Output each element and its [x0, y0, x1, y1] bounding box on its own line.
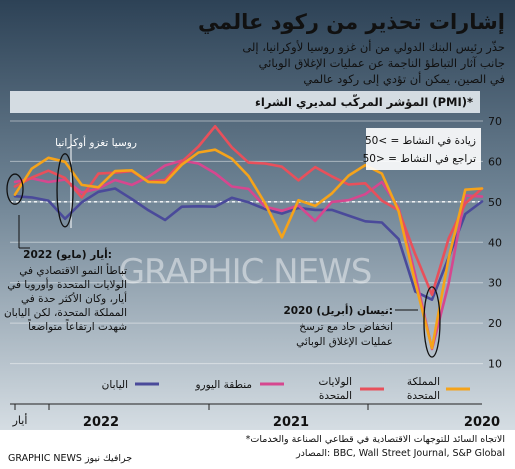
may2022-title: أيار (مايو) 2022: — [23, 247, 112, 261]
footnote: *الاتجاه السائد للتوجهات الاقتصادية في ق… — [246, 434, 505, 445]
y-tick-label-20: 20 — [488, 317, 502, 330]
legend-label-euro: منطقة اليورو — [194, 379, 252, 391]
apr2020-title: نيسان (أبريل) 2020: — [283, 303, 393, 317]
y-tick-label-50: 50 — [488, 196, 502, 209]
y-axis: 10 20 30 40 50 60 70 — [488, 115, 502, 371]
x-label-2021: 2021 — [273, 415, 309, 430]
series-line-3 — [13, 187, 484, 301]
y-tick-label-10: 10 — [488, 358, 502, 371]
y-tick-label-40: 40 — [488, 236, 502, 249]
watermark: GRAPHIC NEWS — [119, 252, 372, 292]
may2022-line-2: الولايات المتحدة وأوروبا في — [7, 277, 127, 291]
y-tick-label-30: 30 — [488, 277, 502, 290]
legend-box-line-1: 50< = زيادة في النشاط — [365, 135, 476, 147]
y-tick-label-70: 70 — [488, 115, 502, 128]
series-group — [13, 125, 484, 351]
intro-line-1: حذّر رئيس البنك الدولي من أن غزو روسيا ل… — [242, 39, 505, 55]
invasion-label: روسيا تغزو أوكرانيا — [55, 135, 137, 149]
may2022-line-5: شهدت ارتفاعاً متواضعاً — [28, 319, 127, 333]
highlight-apr2020 — [423, 286, 441, 358]
may2022-line-3: أيار، وكان الأكثر حدة في — [21, 291, 127, 305]
may2022-line-4: المملكة المتحدة، لكن اليابان — [4, 307, 127, 319]
x-label-may: أيار — [12, 413, 28, 427]
intro-line-3: في الصين، يمكن أن تؤدي إلى ركود عالمي — [303, 71, 505, 87]
legend-box-line-2: 50> = تراجع في النشاط — [363, 153, 476, 165]
intro-line-2: جانب آثار التباطؤ الناجمة عن عمليات الإغ… — [259, 56, 505, 71]
apr2020-line-1: انخفاض حاد مع ترسخ — [299, 321, 393, 333]
legend-box — [366, 128, 481, 170]
legend: المملكة المتحدة الولايات المتحدة منطقة ا… — [102, 376, 470, 402]
legend-label-us-2: المتحدة — [319, 390, 352, 402]
series-line-0 — [13, 148, 484, 350]
source: المصادر: BBC, Wall Street Journal, S&P G… — [295, 448, 505, 459]
background — [0, 0, 515, 430]
credit: GRAPHIC NEWS جرافيك نيوز — [8, 453, 132, 464]
apr2020-line-2: عمليات الإغلاق الوبائي — [296, 336, 393, 348]
y-tick-label-60: 60 — [488, 155, 502, 168]
highlight-may2022 — [6, 173, 24, 205]
page-title: إشارات تحذير من ركود عالمي — [198, 10, 505, 34]
chart-header-bar — [10, 91, 480, 113]
may2022-line-1: تباطأ النمو الاقتصادي في — [19, 263, 127, 277]
chart-header: المؤشر المركّب لمديري الشراء (PMI)* — [255, 94, 473, 110]
highlight-feb2022 — [56, 153, 74, 228]
legend-label-japan: اليابان — [102, 379, 128, 391]
footer-background — [0, 430, 515, 469]
x-label-2020: 2020 — [464, 415, 500, 430]
highlight-circles — [6, 153, 441, 358]
legend-label-uk-1: المملكة — [407, 376, 440, 388]
x-label-2022: 2022 — [83, 415, 119, 430]
legend-label-us-1: الولايات — [318, 376, 352, 388]
series-line-1 — [13, 125, 484, 297]
legend-label-uk-2: المتحدة — [407, 390, 440, 402]
